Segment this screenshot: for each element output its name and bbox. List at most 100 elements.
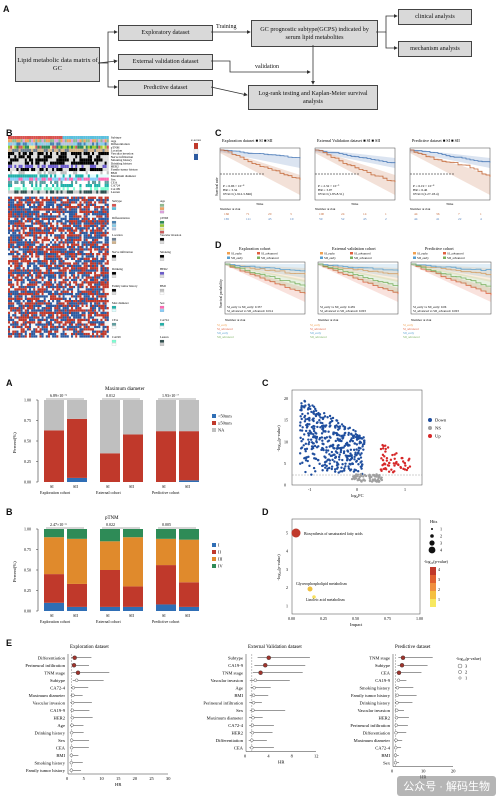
heatmap-cell (106, 222, 109, 225)
heatmap-cell (66, 217, 69, 221)
heatmap-cell (64, 243, 67, 246)
heatmap-cell (92, 201, 95, 204)
heatmap-cell (31, 290, 34, 293)
heatmap-cell (92, 302, 95, 305)
heatmap-cell (100, 255, 103, 258)
annotation-cell (58, 187, 61, 191)
heatmap-cell (100, 229, 103, 232)
volcano-ytick: 0 (284, 483, 286, 488)
km-d-curve (318, 263, 399, 272)
volcano-point-down (348, 426, 352, 430)
legend-swatch (111, 322, 117, 326)
heatmap-cell (29, 198, 32, 202)
heatmap-cell (56, 325, 59, 329)
annotation-cell (83, 177, 86, 181)
heatmap-cell (100, 196, 103, 199)
heatmap-cell (81, 311, 84, 315)
heatmap-cell (26, 330, 29, 333)
heatmap-cell (50, 290, 53, 293)
heatmap-cell (100, 257, 103, 261)
annotation-cell (35, 145, 38, 149)
volcano-point-up (393, 470, 396, 473)
annotation-cell (85, 142, 88, 146)
heatmap-cell (89, 290, 92, 293)
heatmap-cell (68, 281, 71, 284)
heatmap-cell (37, 203, 40, 206)
heatmap-cell (58, 332, 61, 336)
volcano-point-down (328, 462, 332, 465)
annotation-cell (71, 171, 74, 175)
heatmap-cell (106, 314, 109, 317)
heatmap-cell (29, 295, 32, 298)
annotation-cell (81, 168, 84, 172)
annotation-cell (75, 155, 78, 159)
heatmap-cell (71, 297, 74, 300)
heatmap-cell (47, 198, 50, 202)
heatmap-cell (100, 309, 103, 312)
annotation-cell (94, 171, 97, 175)
annotation-cell (96, 139, 99, 143)
heatmap-cell (77, 250, 80, 253)
volcano-point-down (343, 425, 347, 429)
heatmap-cell (47, 332, 50, 336)
heatmap-cell (71, 245, 74, 249)
heatmap-cell (96, 269, 99, 272)
heatmap-cell (26, 314, 29, 317)
annotation-cell (79, 148, 82, 152)
heatmap-cell (98, 203, 101, 206)
heatmap-cell (52, 248, 55, 251)
heatmap-cell (24, 196, 27, 199)
annotation-cell (75, 184, 78, 188)
heatmap-cell (83, 213, 86, 216)
heatmap-cell (64, 210, 67, 214)
heatmap-cell (58, 285, 61, 289)
heatmap-cell (58, 210, 61, 214)
volcano-point-down (321, 469, 324, 472)
annotation-cell (60, 145, 63, 149)
annotation-cell (102, 158, 105, 162)
annotation-cell (81, 161, 84, 165)
heatmap-cell (20, 236, 23, 239)
bar-segment (156, 529, 176, 539)
volcano-point-up (394, 462, 398, 465)
heatmap-cell (31, 314, 34, 317)
annotation-cell (75, 139, 78, 143)
volcano-point-down (310, 447, 313, 451)
heatmap-cell (24, 300, 27, 303)
heatmap-cell (85, 321, 88, 324)
heatmap-cell (100, 330, 103, 333)
heatmap-cell (77, 201, 80, 204)
heatmap-cell (85, 231, 88, 235)
annotation-cell (79, 142, 82, 146)
heatmap-cell (56, 222, 59, 225)
heatmap-cell (102, 198, 105, 202)
heatmap-cell (26, 300, 29, 303)
annotation-cell (68, 145, 71, 149)
annotation-cell (81, 152, 84, 156)
volcano-point-down (308, 419, 311, 422)
heatmap-cell (83, 295, 86, 298)
annotation-cell (66, 168, 69, 172)
heatmap-cell (24, 217, 27, 221)
heatmap-cell (92, 210, 95, 214)
heatmap-cell (102, 224, 105, 228)
heatmap-cell (31, 198, 34, 202)
heatmap-cell (29, 241, 32, 244)
heatmap-cell (104, 283, 107, 286)
annotation-cell (47, 136, 50, 140)
heatmap-cell (60, 304, 63, 308)
heatmap-cell (52, 250, 55, 253)
heatmap-cell (102, 201, 105, 204)
km-d-legend-swatch (320, 252, 323, 255)
heatmap-cell (71, 238, 74, 242)
heatmap-cell (47, 267, 50, 270)
km-d-risk-label: SI_early (217, 323, 228, 327)
heatmap-cell (12, 253, 15, 256)
heatmap-cell (43, 269, 46, 272)
heatmap-cell (66, 302, 69, 305)
volcano-point-down (335, 461, 339, 464)
annotation-cell (64, 142, 67, 146)
heatmap-cell (85, 206, 88, 209)
annotation-cell (39, 164, 42, 168)
annotation-cell (18, 187, 21, 191)
